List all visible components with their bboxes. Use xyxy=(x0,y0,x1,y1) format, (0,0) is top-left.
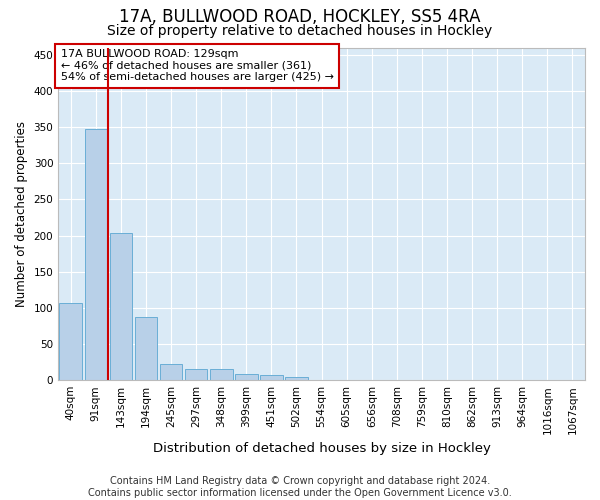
Text: 17A, BULLWOOD ROAD, HOCKLEY, SS5 4RA: 17A, BULLWOOD ROAD, HOCKLEY, SS5 4RA xyxy=(119,8,481,26)
Bar xyxy=(160,364,182,380)
Text: 17A BULLWOOD ROAD: 129sqm
← 46% of detached houses are smaller (361)
54% of semi: 17A BULLWOOD ROAD: 129sqm ← 46% of detac… xyxy=(61,49,334,82)
Bar xyxy=(185,368,208,380)
Y-axis label: Number of detached properties: Number of detached properties xyxy=(15,121,28,307)
Bar xyxy=(285,378,308,380)
Bar xyxy=(235,374,257,380)
Text: Size of property relative to detached houses in Hockley: Size of property relative to detached ho… xyxy=(107,24,493,38)
Bar xyxy=(85,128,107,380)
Bar xyxy=(59,303,82,380)
X-axis label: Distribution of detached houses by size in Hockley: Distribution of detached houses by size … xyxy=(152,442,491,455)
Text: Contains HM Land Registry data © Crown copyright and database right 2024.
Contai: Contains HM Land Registry data © Crown c… xyxy=(88,476,512,498)
Bar xyxy=(134,316,157,380)
Bar xyxy=(110,232,132,380)
Bar xyxy=(260,375,283,380)
Bar xyxy=(210,368,233,380)
